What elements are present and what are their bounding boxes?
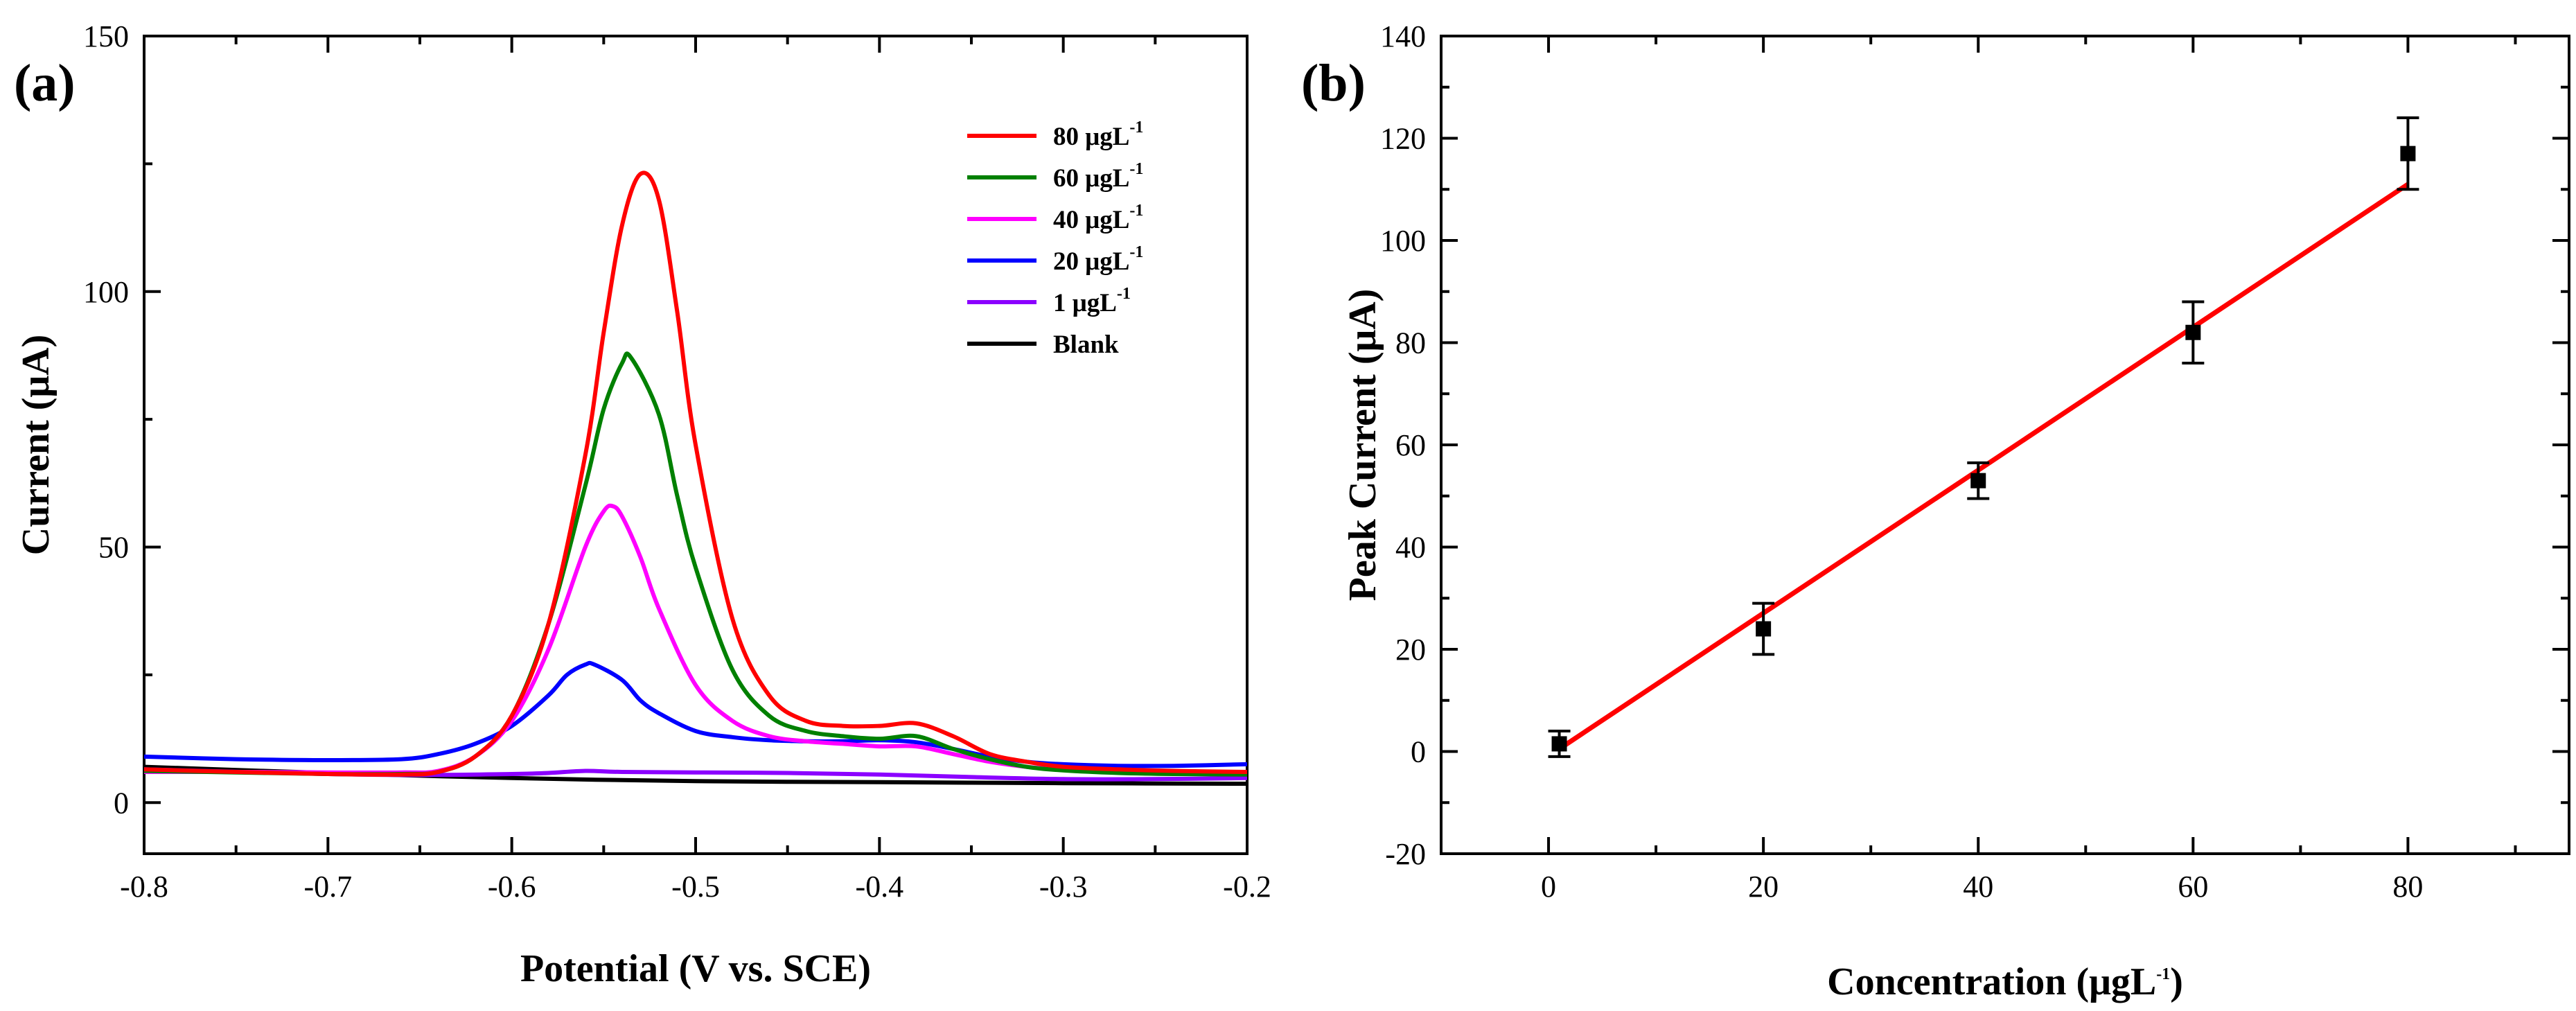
panel-b-frame [1440,35,2570,855]
panel-b-xtick-label: 40 [1963,870,1993,904]
panel-a-xtick-label: -0.5 [671,870,720,904]
legend-entry-name: 40 μgL [1053,206,1129,234]
panel-b-xlabel: Concentration (μgL-1) [1827,960,2183,1003]
legend-entry: 60 μgL-1 [1053,160,1143,193]
panel-b-label: (b) [1301,54,1366,112]
panel-a-xtick-label: -0.8 [120,870,168,904]
legend-entry-sup: -1 [1129,243,1143,261]
series-line-20-gl [143,660,1248,768]
legend-entry: 80 μgL-1 [1053,118,1143,151]
fit-line [1558,182,2410,751]
legend-entry-sup: -1 [1117,285,1131,303]
panel-b-ytick-label: 60 [1395,428,1426,462]
panel-b-xtick-label: 60 [2178,870,2208,904]
panel-b-xlabel-suffix: ) [2170,960,2183,1003]
panel-a-xtick-label: -0.4 [856,870,904,904]
panel-b-ticks: 0 20 40 60 80 -20 0 20 40 60 80 100 120 140 [1380,19,2569,904]
panel-b-ytick-label: 140 [1380,19,1426,53]
panel-b-ytick-label: 100 [1380,224,1426,258]
panel-a-ytick-label: 100 [83,275,129,309]
panel-b-ytick-label: 20 [1395,633,1426,667]
panel-b-xlabel-sup: -1 [2156,965,2170,983]
panel-b-xlabel-main: Concentration (μgL [1827,960,2156,1003]
legend-entry: 20 μgL-1 [1053,243,1143,276]
data-point [1970,473,1986,489]
panel-b-ytick-label: 0 [1411,735,1426,769]
panel-a-ticks: -0.8 -0.7 -0.6 -0.5 -0.4 -0.3 -0.2 0 50 100 150 [83,19,1271,904]
legend-entry: 40 μgL-1 [1053,202,1143,234]
legend-entry-name: 60 μgL [1053,164,1129,193]
panel-b-xtick-label: 0 [1541,870,1556,904]
series-line-60-gl [143,351,1248,777]
panel-a-series [143,170,1248,786]
legend-entry-name: 80 μgL [1053,123,1129,151]
legend-entry-sup: -1 [1129,202,1143,220]
panel-b-ytick-label: 120 [1380,122,1426,156]
legend-entry: Blank [1053,331,1119,359]
series-line-80-gl [143,170,1248,777]
panel-a-ytick-label: 0 [114,786,129,820]
legend-entry-sup: -1 [1129,160,1143,178]
panel-b-marks [1548,116,2419,758]
panel-a-ytick-label: 150 [83,19,129,53]
panel-a-label: (a) [14,54,76,112]
legend-entry-name: Blank [1053,331,1119,359]
panel-a-xlabel: Potential (V vs. SCE) [520,947,871,990]
panel-a-xtick-label: -0.3 [1039,870,1088,904]
panel-a-ylabel: Current (μA) [15,335,58,555]
panel-a-xtick-label: -0.2 [1223,870,1271,904]
data-point [2185,324,2201,340]
panel-a-legend: 80 μgL-160 μgL-140 μgL-120 μgL-11 μgL-1B… [967,118,1143,359]
data-point [2400,146,2416,161]
legend-entry-name: 1 μgL [1053,289,1117,317]
legend-entry-sup: -1 [1129,118,1143,137]
panel-b-xtick-label: 20 [1748,870,1779,904]
panel-b-xtick-label: 80 [2392,870,2423,904]
panel-a-xtick-label: -0.7 [304,870,353,904]
panel-b-ytick-label: 40 [1395,531,1426,565]
panel-a-ytick-label: 50 [98,531,129,565]
legend-entry-name: 20 μgL [1053,247,1129,276]
data-point [1756,621,1772,637]
legend-entry: 1 μgL-1 [1053,285,1131,317]
panel-b-ytick-label: 80 [1395,326,1426,360]
panel-a-xtick-label: -0.6 [488,870,536,904]
data-point [1551,736,1567,752]
panel-a: (a) -0.8 -0.7 -0.6 -0.5 -0.4 -0.3 -0.2 0 50 100 15… [14,19,1271,990]
panel-b: (b) 0 20 40 60 80 -20 0 20 40 60 80 100 120 140 Conce… [1301,19,2570,1003]
panel-b-ylabel: Peak Current (μA) [1341,289,1384,601]
panel-b-ytick-label: -20 [1385,837,1426,871]
